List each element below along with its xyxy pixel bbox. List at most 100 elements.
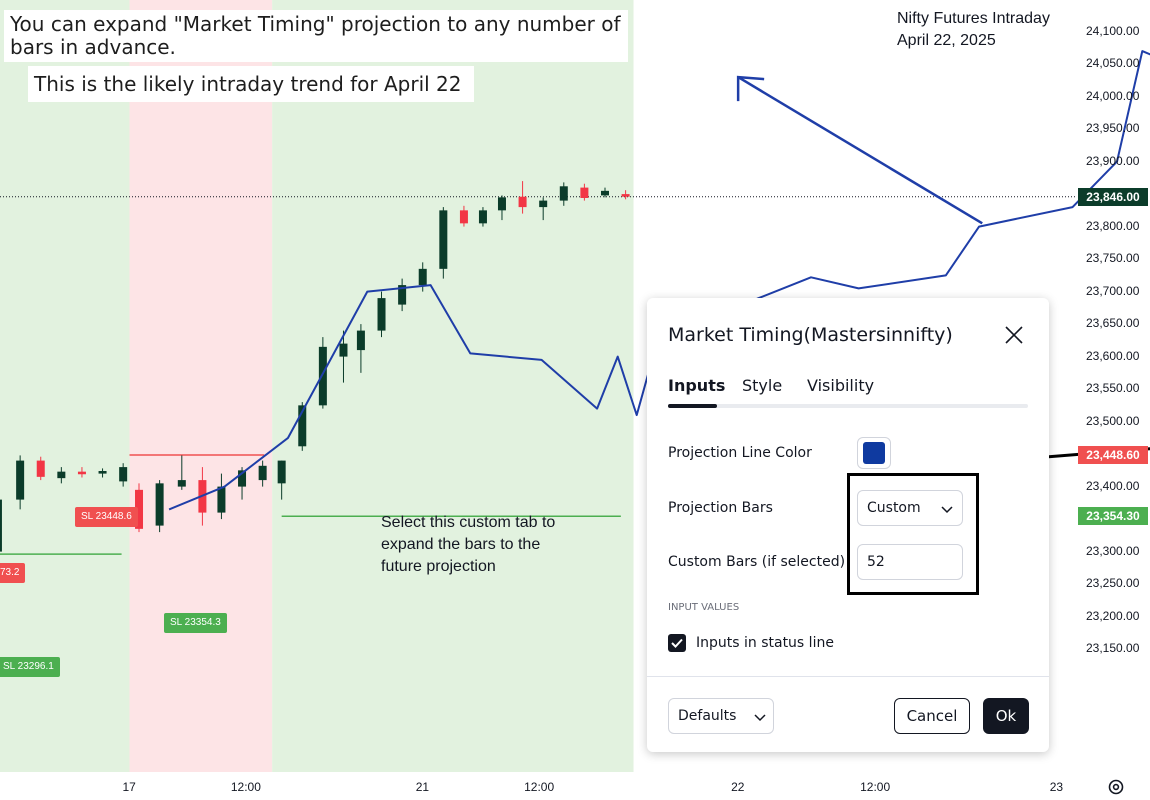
- candle-body: [0, 499, 2, 552]
- candle-body: [601, 190, 609, 196]
- chart-title: Nifty Futures Intraday: [897, 10, 1050, 27]
- check-icon: [671, 638, 683, 648]
- y-tick-label: 24,100.00: [1086, 23, 1140, 38]
- candle-body: [16, 460, 25, 500]
- candle-body: [318, 346, 327, 406]
- custom-bars-input[interactable]: 52: [857, 544, 963, 580]
- inputs-in-status-line-label: Inputs in status line: [696, 635, 834, 651]
- annotation-arrow-head: [736, 75, 765, 102]
- chevron-down-icon: [754, 714, 766, 722]
- x-tick-label: 12:00: [230, 780, 261, 794]
- candle-body: [57, 471, 66, 479]
- dialog-footer-divider: [647, 676, 1049, 677]
- projection-line-color-label: Projection Line Color: [668, 445, 812, 461]
- annotation-note-expand: You can expand "Market Timing" projectio…: [4, 10, 628, 62]
- candle-body: [621, 194, 630, 197]
- candle-body: [559, 186, 568, 201]
- candle-body: [77, 471, 86, 475]
- y-tick-label: 23,950.00: [1086, 121, 1140, 136]
- candle-body: [580, 187, 589, 198]
- candle-body: [258, 465, 267, 481]
- x-tick-label: 12:00: [524, 780, 555, 794]
- candle-body: [135, 489, 144, 529]
- price-tag: 23,354.30: [1078, 507, 1148, 526]
- candle-body: [217, 486, 226, 513]
- y-tick-label: 23,800.00: [1086, 218, 1140, 233]
- inputs-in-status-line-checkbox[interactable]: [668, 634, 686, 652]
- highlight-box: [847, 473, 979, 595]
- y-tick-label: 24,050.00: [1086, 56, 1140, 71]
- candle-body: [518, 196, 527, 208]
- candle-body: [238, 470, 247, 487]
- tab-visibility[interactable]: Visibility: [807, 376, 875, 395]
- candle-body: [98, 471, 107, 474]
- y-tick-label: 24,000.00: [1086, 88, 1140, 103]
- stop-loss-label: SL 23448.6: [75, 507, 138, 527]
- candle-body: [277, 460, 286, 484]
- candle-body: [497, 197, 506, 211]
- candle-body: [298, 405, 307, 447]
- y-tick-label: 23,500.00: [1086, 413, 1140, 428]
- session-band: [129, 0, 273, 772]
- stop-loss-label: 73.2: [0, 563, 26, 583]
- candle-body: [539, 200, 548, 208]
- candle-body: [177, 480, 186, 487]
- chevron-down-icon: [941, 506, 953, 514]
- candle-body: [339, 343, 348, 357]
- ok-button[interactable]: Ok: [983, 698, 1029, 734]
- y-tick-label: 23,250.00: [1086, 576, 1140, 591]
- tab-track: [668, 404, 1028, 408]
- annotation-arrow-shaft: [737, 76, 983, 225]
- candle-body: [36, 460, 45, 477]
- annotation-note-trend: This is the likely intraday trend for Ap…: [28, 66, 474, 102]
- price-tag: 23,448.60: [1078, 446, 1148, 464]
- session-band: [272, 0, 634, 772]
- candle-body: [155, 483, 164, 526]
- chart-title-block: Nifty Futures Intraday April 22, 2025: [897, 8, 1050, 52]
- candle-body: [356, 330, 365, 351]
- candle-body: [377, 298, 386, 331]
- color-chip: [863, 442, 885, 464]
- y-tick-label: 23,550.00: [1086, 381, 1140, 396]
- defaults-label: Defaults: [678, 708, 737, 724]
- callout-text: Select this custom tab to expand the bar…: [381, 514, 556, 575]
- x-tick-label: 21: [415, 780, 430, 794]
- indicator-settings-dialog: Market Timing(Mastersinnifty) Inputs Sty…: [647, 298, 1049, 752]
- chart-subtitle: April 22, 2025: [897, 32, 996, 49]
- candle-body: [418, 268, 427, 286]
- candle-body: [439, 210, 448, 269]
- y-tick-label: 23,400.00: [1086, 478, 1140, 493]
- tab-inputs[interactable]: Inputs: [668, 376, 726, 395]
- candle-body: [398, 285, 407, 305]
- close-icon[interactable]: [1003, 324, 1025, 346]
- y-tick-label: 23,600.00: [1086, 348, 1140, 363]
- y-tick-label: 23,700.00: [1086, 283, 1140, 298]
- y-tick-label: 23,900.00: [1086, 153, 1140, 168]
- candle-body: [478, 210, 487, 224]
- tab-style[interactable]: Style: [742, 376, 783, 395]
- y-tick-label: 23,650.00: [1086, 316, 1140, 331]
- input-values-section-header: INPUT VALUES: [668, 602, 740, 613]
- candle-body: [119, 467, 128, 482]
- custom-bars-label: Custom Bars (if selected): [668, 554, 846, 570]
- y-tick-label: 23,300.00: [1086, 543, 1140, 558]
- x-tick-label: 22: [731, 780, 745, 794]
- session-band: [0, 0, 130, 772]
- y-tick-label: 23,200.00: [1086, 608, 1140, 623]
- tab-active-indicator: [668, 404, 717, 408]
- x-tick-label: 23: [1049, 780, 1064, 794]
- x-tick-label: 12:00: [860, 780, 891, 794]
- projection-line-color-swatch[interactable]: [857, 437, 891, 469]
- y-tick-label: 23,750.00: [1086, 251, 1140, 266]
- gear-icon[interactable]: [1107, 778, 1125, 796]
- price-tag: 23,846.00: [1078, 187, 1148, 206]
- projection-bars-value: Custom: [867, 500, 921, 516]
- projection-bars-label: Projection Bars: [668, 500, 773, 516]
- defaults-dropdown-button[interactable]: Defaults: [668, 698, 774, 734]
- y-tick-label: 23,150.00: [1086, 641, 1140, 656]
- cancel-button[interactable]: Cancel: [894, 698, 970, 734]
- projection-bars-select[interactable]: Custom: [857, 490, 963, 526]
- custom-bars-value: 52: [867, 554, 885, 570]
- x-tick-label: 17: [122, 780, 136, 794]
